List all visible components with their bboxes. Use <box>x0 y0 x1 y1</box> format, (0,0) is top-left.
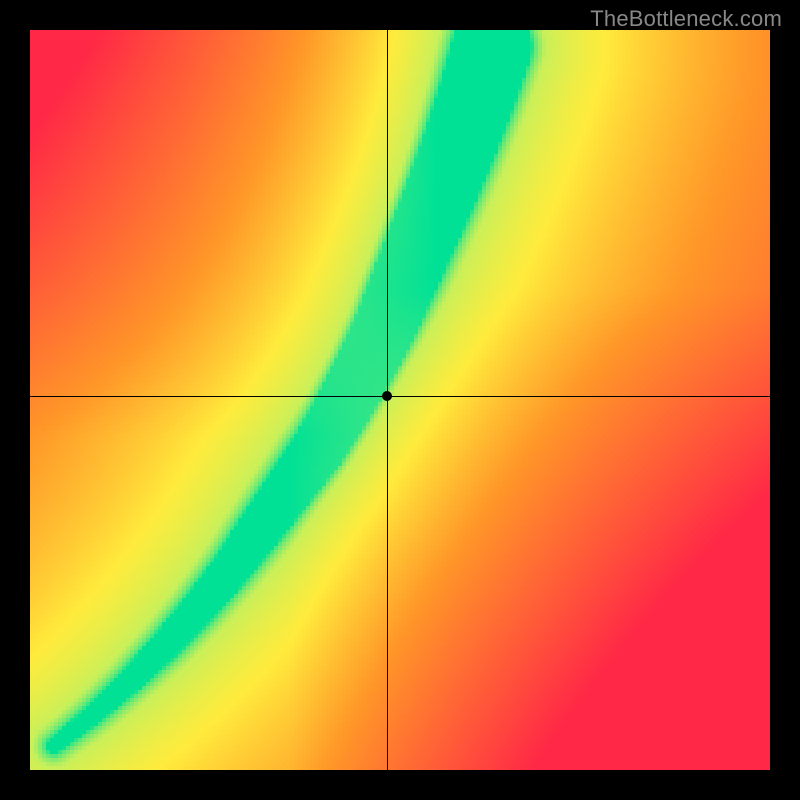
heatmap-plot <box>30 30 770 770</box>
crosshair-marker <box>382 391 392 401</box>
crosshair-horizontal <box>30 396 770 397</box>
watermark-text: TheBottleneck.com <box>590 6 782 32</box>
heatmap-canvas <box>30 30 770 770</box>
